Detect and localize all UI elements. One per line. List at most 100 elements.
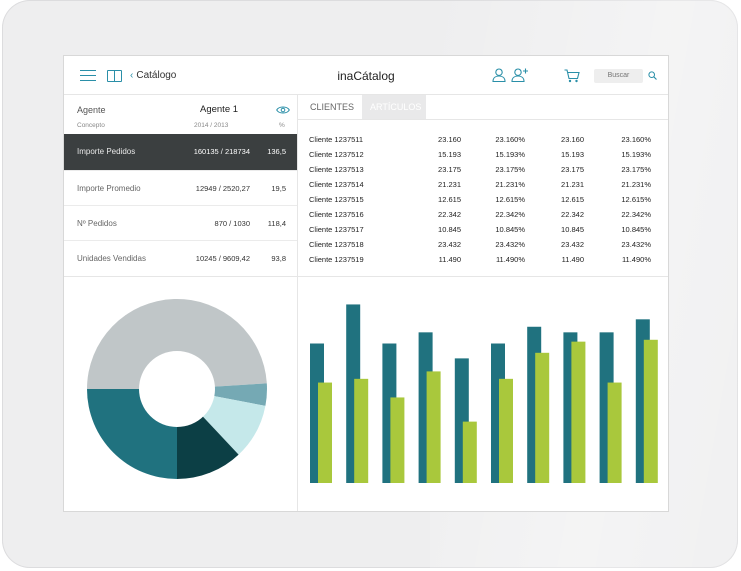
bar-series-2 xyxy=(643,339,658,483)
donut-hole xyxy=(139,351,215,427)
add-user-icon[interactable] xyxy=(511,68,529,82)
agent-name: Agente 1 xyxy=(200,104,239,115)
table-row[interactable]: Cliente 1237513 23.175 23.175% 23.175 23.175… xyxy=(298,162,668,177)
table-row[interactable]: Cliente 1237518 23.432 23.432% 23.432 23.432… xyxy=(298,237,668,252)
table-cell: 10.845% xyxy=(495,225,525,234)
table-cell: 12.615% xyxy=(621,195,651,204)
table-cell: 23.160 xyxy=(561,135,584,144)
table-cell: 23.160 xyxy=(438,135,461,144)
table-cell: 23.175% xyxy=(495,165,525,174)
table-cell: 23.160% xyxy=(621,135,651,144)
percent-column-label: % xyxy=(279,122,285,129)
app-screen: ‹Catálogo inaCátalog Agente Agente 1 Con… xyxy=(64,56,668,511)
top-bar: ‹ Catálogo inaCátalog xyxy=(64,56,668,95)
client-name-cell: Cliente 1237518 xyxy=(309,240,364,249)
search-icon[interactable] xyxy=(648,71,657,80)
table-cell: 11.490% xyxy=(621,255,651,264)
client-name-cell: Cliente 1237514 xyxy=(309,180,364,189)
table-cell: 22.342% xyxy=(495,210,525,219)
table-cell: 21.231% xyxy=(495,180,525,189)
search-input[interactable] xyxy=(594,69,643,83)
bar-series-2 xyxy=(462,421,477,483)
chevron-left-icon: ‹ xyxy=(130,70,134,81)
table-cell: 21.231% xyxy=(621,180,651,189)
bar-series-2 xyxy=(607,382,622,483)
bar-series-2 xyxy=(571,341,586,483)
divider xyxy=(64,276,668,277)
table-cell: 15.193% xyxy=(495,150,525,159)
table-cell: 10.845 xyxy=(438,225,461,234)
table-cell: 22.342 xyxy=(561,210,584,219)
table-cell: 10.845 xyxy=(561,225,584,234)
client-name-cell: Cliente 1237515 xyxy=(309,195,364,204)
bar-series-2 xyxy=(535,352,550,483)
table-cell: 15.193 xyxy=(561,150,584,159)
table-cell: 22.342 xyxy=(438,210,461,219)
table-cell: 12.615% xyxy=(495,195,525,204)
client-name-cell: Cliente 1237519 xyxy=(309,255,364,264)
back-to-catalog-link[interactable]: ‹ Catálogo xyxy=(130,70,176,81)
table-row[interactable]: Cliente 1237516 22.342 22.342% 22.342 22.342… xyxy=(298,207,668,222)
bar-series-2 xyxy=(354,378,369,483)
table-row[interactable]: Cliente 1237512 15.193 15.193% 15.193 15.193… xyxy=(298,147,668,162)
table-cell: 11.490 xyxy=(561,255,584,264)
metric-label: Importe Promedio xyxy=(77,184,141,193)
menu-icon[interactable] xyxy=(80,70,96,81)
table-cell: 23.432% xyxy=(621,240,651,249)
table-cell: 23.432 xyxy=(438,240,461,249)
catalog-book-icon[interactable] xyxy=(107,70,122,82)
metric-value: 10245 / 9609,42 xyxy=(195,254,250,263)
table-row[interactable]: Cliente 1237519 11.490 11.490% 11.490 11.490… xyxy=(298,252,668,267)
metric-importe-promedio[interactable]: Importe Promedio 12949 / 2520,27 19,5 xyxy=(64,170,297,206)
table-cell: 23.175 xyxy=(438,165,461,174)
metric-unidades-vendidas[interactable]: Unidades Vendidas 10245 / 9609,42 93,8 xyxy=(64,240,297,276)
app-title: inaCátalog xyxy=(337,69,395,83)
concept-column-label: Concepto xyxy=(77,122,105,129)
metric-value: 160135 / 218734 xyxy=(193,147,250,156)
metric-value: 12949 / 2520,27 xyxy=(195,184,250,193)
table-cell: 15.193% xyxy=(621,150,651,159)
donut-chart-svg xyxy=(87,299,267,479)
client-name-cell: Cliente 1237513 xyxy=(309,165,364,174)
table-cell: 10.845% xyxy=(621,225,651,234)
metric-importe-pedidos[interactable]: Importe Pedidos 160135 / 218734 136,5 xyxy=(64,134,297,170)
table-cell: 15.193 xyxy=(438,150,461,159)
clients-table: Cliente 1237511 23.160 23.160% 23.160 23.160… xyxy=(298,132,668,267)
table-cell: 11.490% xyxy=(495,255,525,264)
table-cell: 22.342% xyxy=(621,210,651,219)
divider xyxy=(297,276,298,511)
metric-value: 870 / 1030 xyxy=(214,219,250,228)
table-cell: 23.432 xyxy=(561,240,584,249)
metric-numero-pedidos[interactable]: Nº Pedidos 870 / 1030 118,4 xyxy=(64,205,297,241)
client-name-cell: Cliente 1237517 xyxy=(309,225,364,234)
table-cell: 23.175 xyxy=(561,165,584,174)
metric-percent: 118,4 xyxy=(267,219,286,228)
user-icon[interactable] xyxy=(492,68,506,82)
clients-panel: CLIENTES ARTÍCULOS Cliente 1237511 23.160… xyxy=(298,95,668,277)
bar-series-2 xyxy=(390,397,405,483)
table-row[interactable]: Cliente 1237517 10.845 10.845% 10.845 10.845… xyxy=(298,222,668,237)
table-cell: 23.160% xyxy=(495,135,525,144)
back-label: Catálogo xyxy=(136,70,177,81)
agent-label: Agente xyxy=(77,105,106,115)
bar-chart-svg xyxy=(310,304,658,483)
bar-series-2 xyxy=(426,371,441,483)
table-row[interactable]: Cliente 1237511 23.160 23.160% 23.160 23.160… xyxy=(298,132,668,147)
table-cell: 11.490 xyxy=(438,255,461,264)
metric-label: Unidades Vendidas xyxy=(77,254,146,263)
table-cell: 23.432% xyxy=(495,240,525,249)
agent-header: Agente Agente 1 Concepto 2014 / 2013 % xyxy=(64,95,297,133)
table-cell: 21.231 xyxy=(438,180,461,189)
tab-articulos[interactable]: ARTÍCULOS xyxy=(362,95,426,119)
eye-icon[interactable] xyxy=(276,105,290,115)
bar-series-2 xyxy=(499,378,513,483)
table-row[interactable]: Cliente 1237515 12.615 12.615% 12.615 12.615… xyxy=(298,192,668,207)
bar-series-2 xyxy=(318,382,332,483)
client-name-cell: Cliente 1237516 xyxy=(309,210,364,219)
tab-clientes[interactable]: CLIENTES xyxy=(310,102,355,112)
table-cell: 21.231 xyxy=(561,180,584,189)
table-row[interactable]: Cliente 1237514 21.231 21.231% 21.231 21.231… xyxy=(298,177,668,192)
cart-icon[interactable] xyxy=(564,69,580,83)
pie-slice xyxy=(87,299,267,389)
metric-label: Importe Pedidos xyxy=(77,147,136,156)
